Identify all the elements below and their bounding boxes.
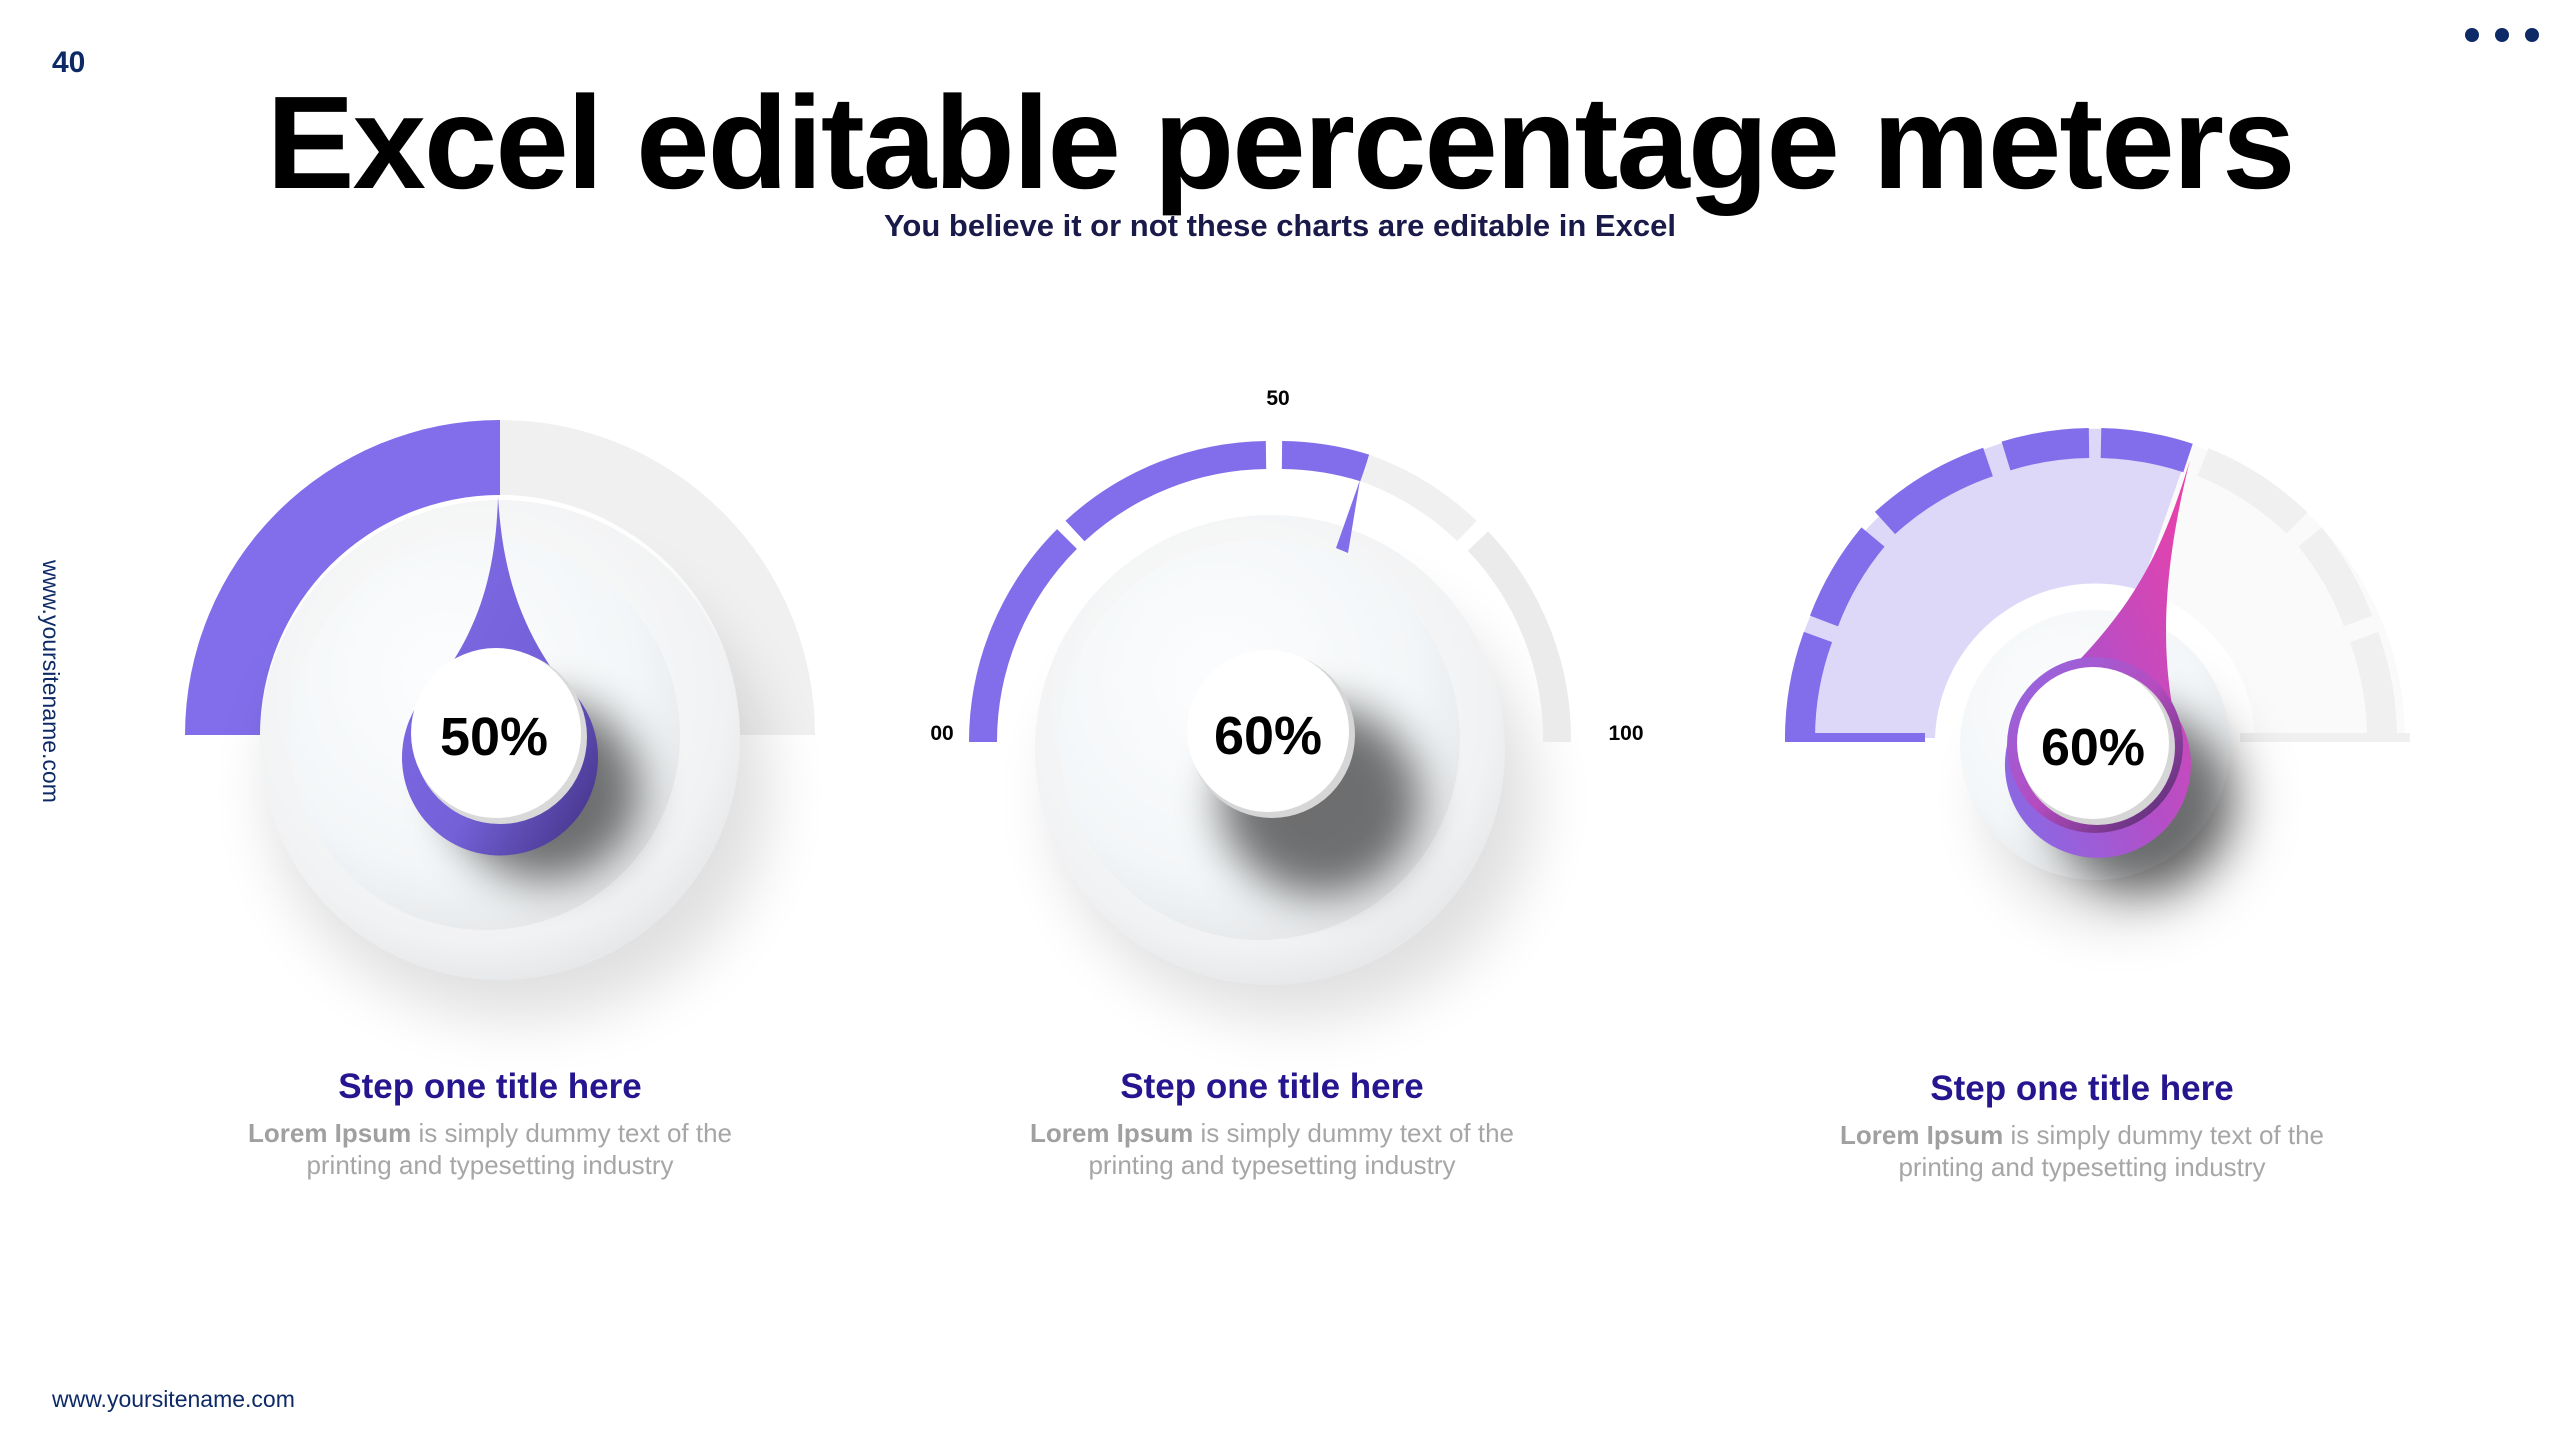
card-1-title: Step one title here (338, 1067, 642, 1106)
card-1: Step one title here Lorem Ipsum is simpl… (230, 1065, 750, 1181)
card-3-body-bold: Lorem Ipsum (1839, 1120, 2004, 1150)
page-number: 40 (52, 46, 86, 79)
gauge-3: 60% (1785, 428, 2410, 920)
card-3-body-rest: is simply dummy text of the printing and… (1898, 1120, 2324, 1182)
gauge-2-tick-max: 100 (1608, 722, 1643, 745)
card-2-body: Lorem Ipsum is simply dummy text of the … (1012, 1117, 1532, 1181)
gauge-1: 50% (185, 420, 815, 1020)
gauge-2-tick-min: 00 (930, 722, 953, 745)
card-1-body: Lorem Ipsum is simply dummy text of the … (230, 1117, 750, 1181)
gauge-2-value: 60% (1214, 706, 1322, 766)
card-2: Step one title here Lorem Ipsum is simpl… (1012, 1065, 1532, 1181)
card-3-title: Step one title here (1930, 1069, 2234, 1108)
card-1-body-rest: is simply dummy text of the printing and… (306, 1118, 732, 1180)
card-1-body-bold: Lorem Ipsum (247, 1118, 412, 1148)
card-3-body: Lorem Ipsum is simply dummy text of the … (1822, 1119, 2342, 1183)
card-2-body-rest: is simply dummy text of the printing and… (1088, 1118, 1514, 1180)
gauge-2: 60% 00 50 100 (930, 387, 1644, 1020)
gauge-1-value: 50% (440, 707, 548, 767)
card-3: Step one title here Lorem Ipsum is simpl… (1822, 1067, 2342, 1183)
footer-url[interactable]: www.yoursitename.com (52, 1386, 295, 1412)
gauge-2-tick-mid: 50 (1266, 387, 1289, 410)
card-2-title: Step one title here (1120, 1067, 1424, 1106)
card-2-body-bold: Lorem Ipsum (1029, 1118, 1194, 1148)
gauge-3-value: 60% (2041, 719, 2145, 777)
more-dots-icon[interactable] (2465, 28, 2539, 42)
page-title: Excel editable percentage meters (266, 69, 2296, 216)
page-subtitle: You believe it or not these charts are e… (884, 208, 1676, 243)
